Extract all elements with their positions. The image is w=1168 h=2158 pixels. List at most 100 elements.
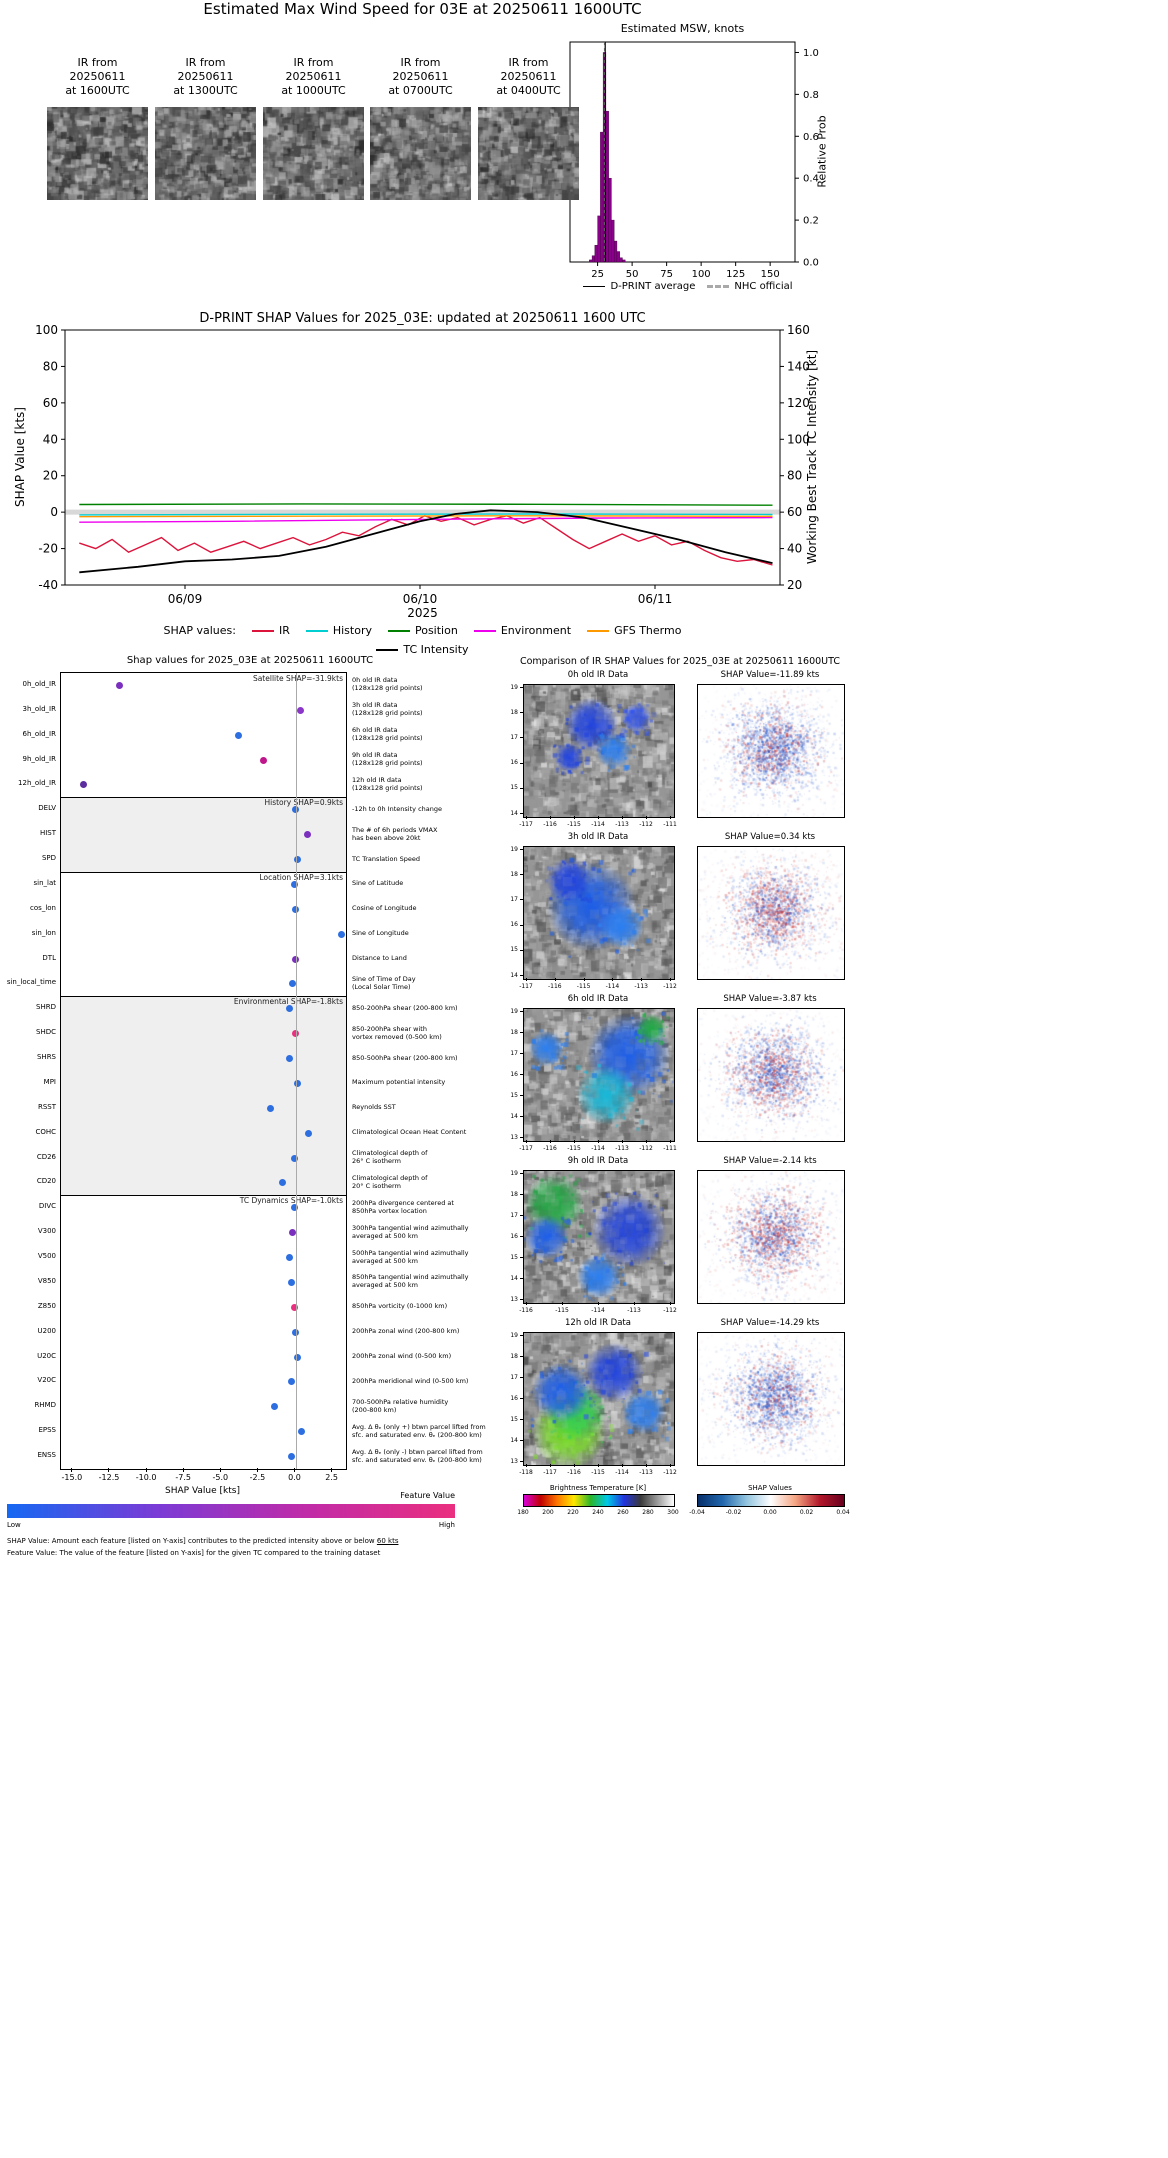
brightness-temp-colorbar — [523, 1494, 675, 1507]
feature-label-sin_lon: sin_lon — [31, 928, 56, 937]
ir-thumb-label: IR from 20250611 at 0700UTC — [360, 56, 481, 98]
lon-tick-label: -115 — [591, 1469, 605, 1476]
group-separator — [61, 872, 346, 873]
lat-tick-mark — [520, 924, 523, 926]
feature-label-CD26: CD26 — [36, 1152, 56, 1161]
tick-label: 80 — [787, 469, 802, 483]
tick-label: 06/11 — [638, 592, 673, 606]
lat-tick-label: 17 — [510, 733, 518, 741]
lat-tick-mark — [520, 1419, 523, 1420]
feature-label-HIST: HIST — [39, 829, 56, 838]
shap-tick-label: -0.04 — [689, 1509, 705, 1516]
nhc-official-label: NHC official — [734, 281, 793, 292]
tick-label: 06/09 — [168, 592, 203, 606]
timeseries-legend-row2: TC Intensity — [0, 643, 845, 656]
feature-desc-line: averaged at 500 km — [352, 1281, 418, 1290]
lat-tick-mark — [520, 1011, 523, 1012]
feature-desc-sin_lat: Sine of Latitude — [352, 879, 403, 887]
lat-tick-mark — [520, 899, 523, 901]
legend-item-nhc-official: NHC official — [707, 281, 793, 292]
lat-tick-label: 17 — [510, 1373, 518, 1381]
lon-tick-label: -116 — [567, 1469, 581, 1476]
lat-tick-label: 19 — [510, 1007, 518, 1015]
xtick-label: 2.5 — [325, 1473, 338, 1482]
feature-desc-line: 12h old IR data — [352, 775, 402, 784]
feature-desc-line: (128x128 grid points) — [352, 734, 423, 743]
lon-tick-mark — [622, 1464, 623, 1467]
ir-thumb-label-line: IR from — [185, 56, 226, 69]
legend-item-gfs-thermo: GFS Thermo — [587, 624, 681, 637]
lon-tick-mark — [598, 1302, 599, 1305]
lat-tick-label: 16 — [510, 1232, 518, 1240]
lat-tick-label: 16 — [510, 1394, 518, 1402]
lat-tick-label: 17 — [510, 895, 518, 903]
ir-panel-title: 9h old IR Data — [567, 1156, 629, 1166]
lat-tick-mark — [520, 1053, 523, 1054]
lon-tick-mark — [598, 816, 599, 819]
feature-desc-ENSS: Avg. Δ θₑ (only -) btwn parcel lifted fr… — [352, 1448, 483, 1464]
histogram-bar — [611, 219, 615, 263]
lat-tick-label: 18 — [510, 708, 518, 716]
tick-label: 20 — [43, 469, 58, 483]
dprint-average-label: D-PRINT average — [610, 281, 696, 292]
xtick-label: -7.5 — [175, 1473, 191, 1482]
group-header: Environmental SHAP=-1.8kts — [233, 997, 343, 1007]
lon-tick-label: -113 — [639, 1469, 653, 1476]
lat-tick-mark — [520, 1173, 523, 1174]
feature-dot-MPI — [293, 1079, 301, 1087]
ir-thumb-label: IR from 20250611 at 0400UTC — [468, 56, 589, 98]
lon-tick-mark — [641, 978, 643, 981]
group-header: Satellite SHAP=-31.9kts — [252, 674, 343, 683]
ir-thumb-label-line: at 0700UTC — [388, 84, 453, 97]
feature-desc-6h_old_IR: 6h old IR data (128x128 grid points) — [352, 726, 423, 742]
shap-panel-title: SHAP Value=-3.87 kts — [723, 994, 817, 1004]
tick-label: 100 — [35, 323, 58, 337]
feature-desc-line: 850-200hPa shear with — [352, 1024, 427, 1033]
footnote-shap-value: SHAP Value: Amount each feature [listed … — [7, 1537, 398, 1545]
feature-dot-RHMD — [271, 1403, 279, 1411]
lon-tick-label: -115 — [555, 1307, 569, 1314]
feature-desc-DELV: -12h to 0h Intensity change — [352, 805, 442, 813]
legend-label: Position — [414, 624, 458, 637]
histogram-bar — [619, 257, 623, 263]
main-title: Estimated Max Wind Speed for 03E at 2025… — [203, 0, 642, 18]
feature-label-RHMD: RHMD — [34, 1401, 56, 1410]
lat-tick-label: 16 — [510, 759, 518, 767]
feature-dot-ENSS — [287, 1453, 295, 1461]
lon-tick-label: -115 — [567, 1145, 581, 1152]
tick-label: 100 — [787, 432, 810, 446]
tick-label: 120 — [787, 396, 810, 410]
feature-desc-V850: 850hPa tangential wind azimuthally averag… — [352, 1273, 469, 1289]
feature-label-Z850: Z850 — [37, 1301, 56, 1310]
feature-desc-line: Distance to Land — [352, 954, 407, 963]
xtick-label: -5.0 — [212, 1473, 229, 1482]
feature-desc-line: Climatological depth of — [352, 1149, 428, 1158]
tick-label: 0.2 — [803, 216, 819, 227]
tick-label: -20 — [38, 542, 58, 556]
histogram-bar — [616, 251, 620, 263]
feature-desc-line: 0h old IR data — [352, 676, 398, 685]
ir-thumb-label: IR from 20250611 at 1000UTC — [253, 56, 374, 98]
lon-tick-mark — [550, 816, 551, 819]
lat-tick-mark — [520, 1398, 523, 1399]
feature-dot-HIST — [303, 831, 311, 839]
lat-tick-label: 17 — [510, 1049, 518, 1057]
feature-dot-sin_local_time — [289, 980, 297, 988]
lon-tick-mark — [634, 1302, 635, 1305]
footnote-shap-value-text: SHAP Value: Amount each feature [listed … — [7, 1537, 377, 1545]
shap-values-colorbar — [697, 1494, 845, 1507]
group-separator — [61, 797, 346, 799]
tick-label: 0.0 — [803, 258, 819, 269]
series-history — [79, 513, 773, 516]
legend-label: History — [332, 624, 372, 637]
feature-label-CD20: CD20 — [36, 1177, 56, 1186]
feature-desc-line: 20° C isotherm — [352, 1181, 401, 1190]
lat-tick-label: 15 — [510, 946, 518, 954]
lon-tick-mark — [622, 816, 623, 819]
lat-tick-mark — [520, 874, 523, 876]
feature-label-6h_old_IR: 6h_old_IR — [22, 729, 57, 738]
ir-thumb-label-line: IR from — [77, 56, 118, 69]
lon-tick-mark — [670, 1302, 671, 1305]
series-position — [79, 503, 773, 506]
feature-desc-line: averaged at 500 km — [352, 1256, 418, 1265]
